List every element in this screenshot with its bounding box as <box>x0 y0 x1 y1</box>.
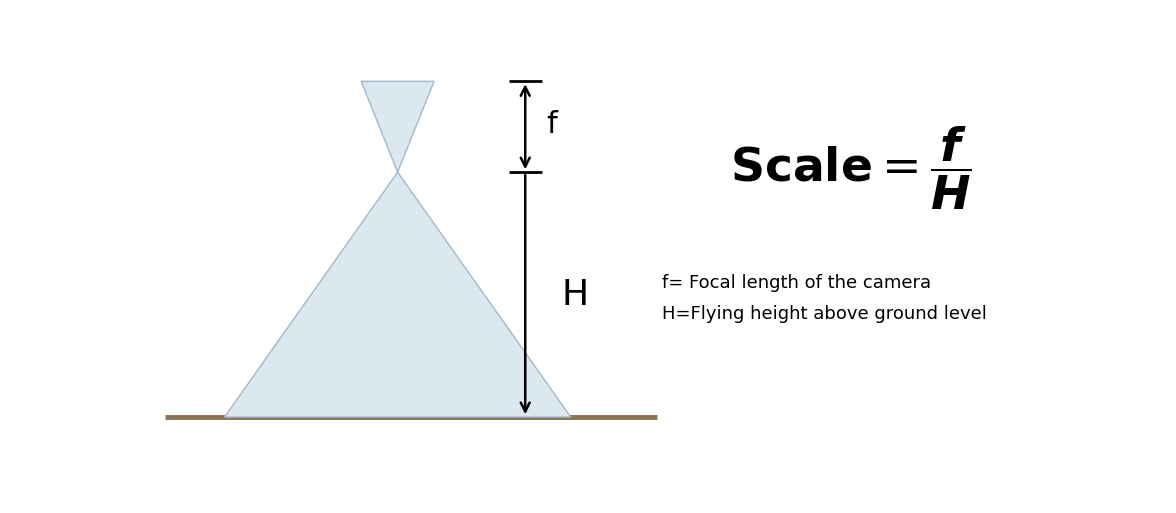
Polygon shape <box>361 82 434 172</box>
Polygon shape <box>225 172 570 417</box>
Text: H=Flying height above ground level: H=Flying height above ground level <box>662 305 987 323</box>
Text: f= Focal length of the camera: f= Focal length of the camera <box>662 274 931 292</box>
Text: H: H <box>562 278 589 311</box>
Text: $\mathbf{Scale} = \dfrac{\boldsymbol{f}}{\boldsymbol{H}}$: $\mathbf{Scale} = \dfrac{\boldsymbol{f}}… <box>730 124 973 212</box>
Text: f: f <box>546 110 557 139</box>
